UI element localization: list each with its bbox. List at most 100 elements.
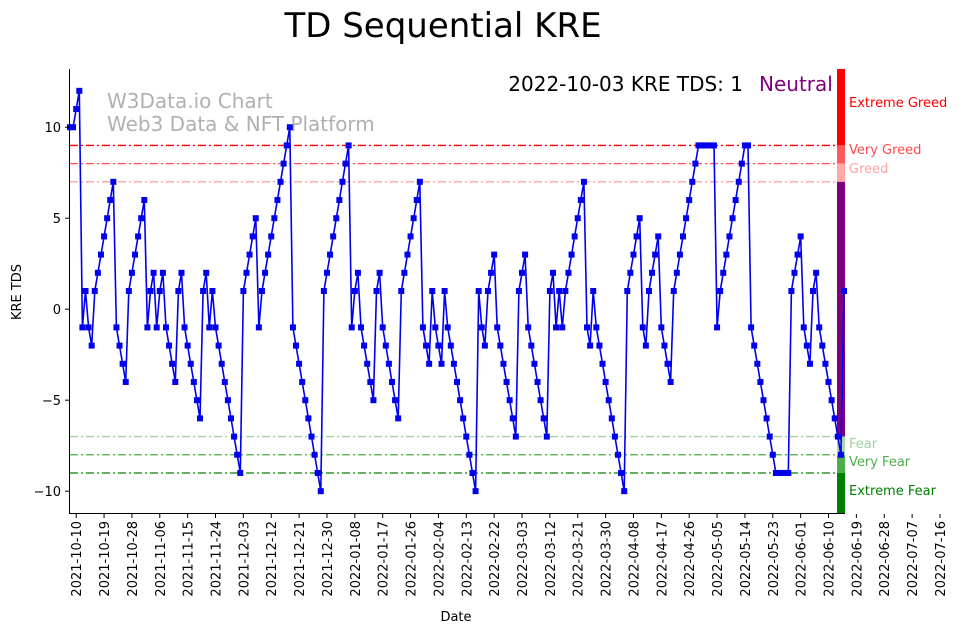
data-point — [175, 288, 182, 294]
data-point — [246, 251, 253, 258]
data-point — [680, 233, 687, 240]
data-point — [299, 378, 306, 385]
data-point — [568, 251, 575, 258]
data-point — [763, 415, 770, 422]
x-tick-label: 2022-01-17 — [377, 521, 392, 597]
data-point — [388, 378, 395, 385]
side-bar-segment-3 — [837, 181, 845, 437]
data-point — [200, 288, 207, 294]
data-point — [481, 342, 488, 349]
data-point — [608, 415, 615, 422]
data-point — [317, 488, 324, 495]
data-point — [704, 142, 711, 149]
data-point — [834, 433, 841, 440]
side-bar-segment-0 — [837, 69, 845, 146]
data-point — [701, 142, 708, 149]
x-tick-label: 2021-11-15 — [182, 521, 197, 597]
data-point — [364, 360, 371, 367]
x-tick-label: 2022-04-17 — [655, 521, 670, 597]
data-point — [367, 378, 374, 385]
data-point — [333, 215, 340, 222]
data-point — [686, 197, 693, 204]
data-point — [376, 269, 383, 276]
data-point — [745, 142, 752, 149]
data-point — [358, 324, 365, 331]
data-point — [293, 342, 300, 349]
data-point — [184, 342, 191, 349]
x-tick-label: 2022-03-12 — [544, 521, 559, 597]
data-point — [215, 342, 222, 349]
data-point — [695, 142, 702, 149]
data-point — [268, 233, 275, 240]
data-point — [478, 324, 485, 331]
data-point — [243, 269, 250, 276]
data-point — [806, 360, 813, 367]
data-point — [423, 342, 430, 349]
data-point — [822, 360, 829, 367]
level-label-very-greed: Very Greed — [849, 143, 921, 158]
data-point — [314, 469, 321, 476]
level-label-very-fear: Very Fear — [849, 455, 911, 470]
data-point — [649, 269, 656, 276]
data-point — [664, 360, 671, 367]
data-point — [546, 288, 553, 294]
data-point — [88, 342, 95, 349]
x-axis-label: Date — [440, 610, 471, 625]
data-point — [683, 215, 690, 222]
data-point — [580, 178, 587, 185]
data-point — [614, 451, 621, 458]
data-point — [618, 469, 625, 476]
data-point — [426, 360, 433, 367]
data-point — [503, 378, 510, 385]
data-point — [413, 197, 420, 204]
data-point — [187, 360, 194, 367]
data-point — [404, 251, 411, 258]
data-point — [255, 324, 262, 331]
data-point — [97, 251, 104, 258]
data-point — [249, 233, 256, 240]
level-label-fear: Fear — [849, 437, 878, 452]
data-point — [466, 451, 473, 458]
data-point — [441, 288, 448, 294]
data-point — [190, 378, 197, 385]
x-tick-label: 2021-10-19 — [98, 521, 113, 597]
data-point — [717, 288, 724, 294]
side-bar-segment-6 — [837, 472, 845, 513]
data-point — [794, 251, 801, 258]
data-point — [132, 251, 139, 258]
data-point — [398, 288, 405, 294]
data-point — [831, 415, 838, 422]
data-point — [469, 469, 476, 476]
data-point — [125, 288, 132, 294]
sentiment-level-lines — [70, 144, 837, 474]
data-point — [203, 269, 210, 276]
data-point — [197, 415, 204, 422]
data-point — [231, 433, 238, 440]
data-point — [302, 397, 309, 404]
data-point — [528, 342, 535, 349]
data-point — [692, 160, 699, 167]
data-point — [82, 288, 89, 294]
data-point — [689, 178, 696, 185]
data-point — [193, 397, 200, 404]
data-point — [308, 433, 315, 440]
data-point — [735, 178, 742, 185]
data-point — [732, 197, 739, 204]
data-point — [537, 397, 544, 404]
data-point — [522, 251, 529, 258]
data-point — [772, 469, 779, 476]
level-label-extreme-fear: Extreme Fear — [849, 484, 937, 499]
data-point — [265, 251, 272, 258]
data-point — [73, 106, 80, 113]
data-point — [531, 360, 538, 367]
data-point — [144, 324, 151, 331]
data-point — [791, 269, 798, 276]
x-tick-label: 2022-01-08 — [349, 521, 364, 597]
data-point — [630, 251, 637, 258]
data-point — [351, 288, 358, 294]
data-point — [497, 342, 504, 349]
y-tick-label: −5 — [42, 394, 61, 409]
data-point — [79, 324, 86, 331]
data-point — [642, 342, 649, 349]
